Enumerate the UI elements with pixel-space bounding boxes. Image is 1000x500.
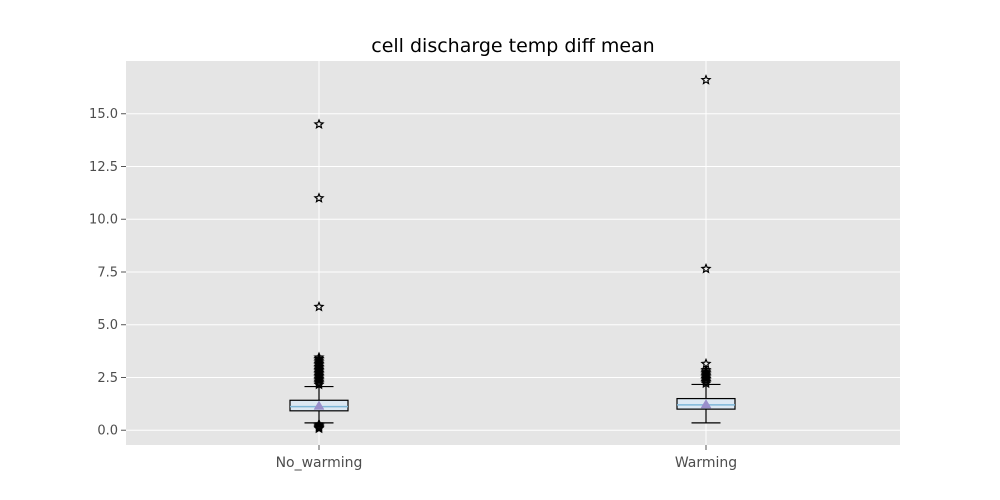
mean-marker	[700, 398, 712, 409]
box-series	[289, 74, 736, 434]
outlier-point	[313, 418, 325, 430]
y-tick-label: 12.5	[89, 160, 118, 175]
outlier-point	[700, 374, 712, 386]
y-tick-label: 7.5	[97, 265, 118, 280]
grid-lines	[126, 61, 900, 445]
outlier-point	[313, 192, 325, 203]
outlier-point	[313, 421, 325, 433]
box-warming	[676, 74, 736, 424]
outlier-point	[313, 420, 325, 432]
x-tick-label-no-warming: No_warming	[276, 455, 363, 471]
x-axis-ticks: No_warming Warming	[276, 445, 737, 471]
y-axis-ticks: 0.0 2.5 5.0 7.5 10.0 12.5 15.0	[89, 107, 126, 439]
plot-area-background	[126, 61, 900, 445]
y-tick-label: 15.0	[89, 107, 118, 122]
y-tick-label: 5.0	[97, 318, 118, 333]
outlier-point	[313, 422, 325, 434]
outlier-point	[700, 376, 712, 387]
outlier-point	[313, 419, 325, 431]
y-tick-label: 0.0	[97, 424, 118, 439]
y-tick-label: 10.0	[89, 213, 118, 228]
outlier-point	[700, 74, 712, 85]
outlier-point	[313, 300, 325, 312]
outlier-point	[700, 262, 712, 274]
box-no-warming	[289, 118, 349, 434]
outlier-point	[313, 374, 325, 385]
outlier-point	[313, 377, 325, 388]
x-tick-label-warming: Warming	[675, 455, 737, 471]
mean-marker	[313, 400, 325, 410]
y-tick-label: 2.5	[97, 371, 118, 386]
chart-title: cell discharge temp diff mean	[371, 35, 654, 57]
outlier-point	[700, 377, 712, 389]
outlier-point	[313, 118, 325, 130]
outlier-point	[313, 378, 325, 390]
outlier-point	[700, 373, 712, 384]
outlier-point	[313, 375, 325, 387]
